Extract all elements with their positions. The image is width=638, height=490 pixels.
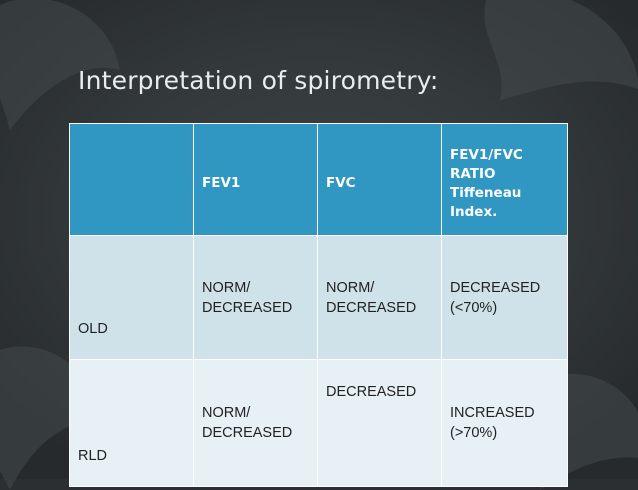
table-row: OLD NORM/ DECREASED NORM/ DECREASED DECR… xyxy=(69,235,568,360)
header-fvc: FVC xyxy=(317,123,442,236)
cell-old-fev1: NORM/ DECREASED xyxy=(193,235,318,360)
cell-rld-fvc: DECREASED xyxy=(317,359,442,487)
leaf-decoration-icon xyxy=(0,0,120,130)
cell-old-fvc: NORM/ DECREASED xyxy=(317,235,442,360)
row-label-old: OLD xyxy=(69,235,194,360)
leaf-decoration-icon xyxy=(484,0,638,100)
row-label-rld: RLD xyxy=(69,359,194,487)
table-row: RLD NORM/ DECREASED DECREASED INCREASED … xyxy=(69,359,568,487)
cell-old-ratio: DECREASED (<70%) xyxy=(441,235,568,360)
cell-rld-ratio: INCREASED (>70%) xyxy=(441,359,568,487)
header-fev1: FEV1 xyxy=(193,123,318,236)
table-header-row: FEV1 FVC FEV1/FVC RATIO Tiffeneau Index. xyxy=(69,123,568,236)
header-empty-cell xyxy=(69,123,194,236)
cell-rld-fev1: NORM/ DECREASED xyxy=(193,359,318,487)
spirometry-table: FEV1 FVC FEV1/FVC RATIO Tiffeneau Index.… xyxy=(69,123,568,487)
slide-title: Interpretation of spirometry: xyxy=(78,66,439,95)
header-ratio: FEV1/FVC RATIO Tiffeneau Index. xyxy=(441,123,568,236)
